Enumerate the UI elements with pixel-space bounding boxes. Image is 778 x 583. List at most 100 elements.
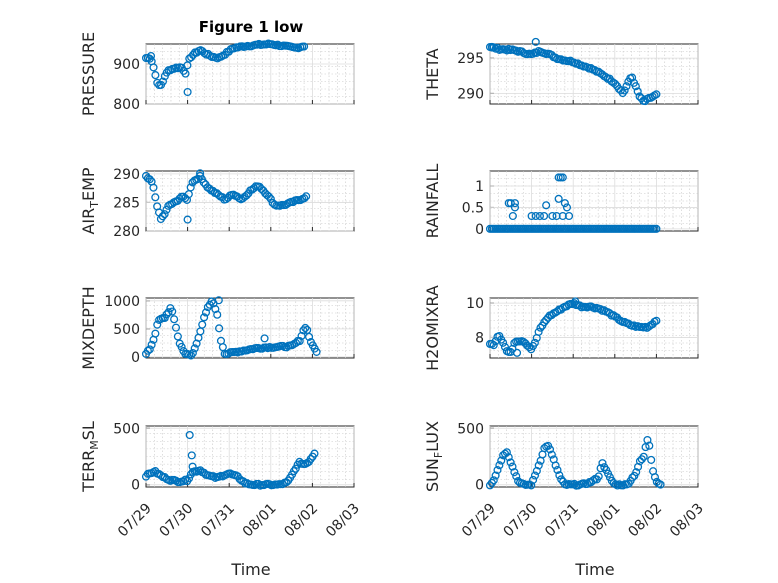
y-tick-label: 10 [466, 296, 484, 312]
data-point [187, 451, 196, 460]
data-point [291, 338, 300, 347]
data-point [499, 338, 508, 347]
data-point [558, 211, 567, 221]
data-point [295, 337, 304, 346]
data-point [149, 183, 158, 192]
y-axis-label-subscript: F [432, 452, 445, 458]
data-point [158, 77, 167, 86]
data-point [310, 449, 319, 458]
data-point [532, 466, 541, 475]
y-tick-label: 500 [113, 421, 140, 437]
data-point [508, 462, 517, 471]
y-axis-label: SUNFLUX [423, 421, 445, 492]
data-point [146, 51, 156, 61]
y-tick-label: 800 [113, 97, 140, 113]
data-point [171, 476, 181, 485]
y-tick-label: 500 [457, 421, 484, 437]
data-point [497, 456, 506, 465]
data-point [493, 466, 502, 475]
panel-h2omixra: 8 10 H2OMIXRA [423, 285, 699, 371]
plot-area [145, 43, 355, 105]
y-axis-label-subscript: T [88, 201, 101, 209]
data-point [190, 344, 199, 353]
data-point [299, 326, 308, 335]
x-tick-label: 08/03 [667, 501, 707, 541]
y-axis-label: AIRTEMP [79, 167, 101, 234]
x-tick-label: 08/02 [281, 501, 321, 541]
data-point [186, 183, 195, 192]
panel-rainfall: 0 0.5 1 RAINFALL [423, 164, 699, 238]
y-tick-label: 8 [475, 330, 484, 346]
data-point [530, 338, 539, 347]
y-tick-label: 0.5 [462, 200, 484, 216]
data-point [312, 347, 321, 356]
data-point [629, 321, 639, 330]
data-point [188, 462, 197, 471]
data-point [203, 303, 212, 312]
data-point [527, 211, 536, 221]
data-point [300, 42, 309, 51]
data-point [305, 332, 314, 341]
x-tick-label: 08/02 [625, 501, 665, 541]
data-point [188, 348, 197, 358]
data-point [557, 475, 566, 484]
data-point [596, 464, 605, 473]
data-point [622, 82, 631, 91]
data-point [300, 194, 309, 203]
data-point [650, 473, 659, 482]
data-point [534, 461, 543, 470]
data-point [556, 55, 566, 64]
data-point [489, 476, 498, 485]
data-point [571, 297, 580, 306]
y-axis-label-rest: EMP [79, 167, 98, 201]
data-point [553, 307, 562, 316]
data-point [263, 344, 272, 353]
data-point [652, 224, 661, 233]
data-point [589, 476, 598, 485]
data-point [583, 479, 592, 488]
data-point [504, 199, 513, 208]
data-point [162, 205, 171, 214]
data-point [147, 340, 156, 349]
data-point [502, 46, 511, 55]
y-axis-label: TERRMSL [79, 421, 101, 493]
data-point [495, 461, 504, 470]
data-point [185, 474, 194, 483]
data-point [547, 450, 556, 459]
data-point [198, 320, 207, 329]
data-point [260, 334, 269, 343]
y-axis-label: MIXDEPTH [79, 286, 98, 369]
data-point [249, 184, 259, 193]
data-point [532, 48, 541, 57]
x-tick-label: 07/29 [459, 501, 499, 541]
data-point [555, 471, 564, 480]
data-point [291, 464, 300, 473]
data-point [196, 169, 205, 178]
y-axis-label: H2OMIXRA [423, 285, 442, 371]
data-point [273, 40, 282, 49]
x-tick-label: 08/03 [323, 501, 363, 541]
x-tick-label: 08/01 [240, 501, 280, 541]
data-point [209, 472, 218, 481]
data-point [652, 90, 661, 99]
data-point [633, 87, 642, 96]
data-point [506, 458, 515, 467]
data-point [145, 345, 154, 354]
data-point [488, 43, 497, 52]
data-point [151, 193, 160, 202]
y-axis-label: PRESSURE [79, 32, 98, 116]
data-point [302, 192, 311, 201]
data-point [504, 453, 513, 462]
y-tick-label: 280 [113, 224, 140, 240]
data-point [297, 331, 306, 341]
data-point [548, 211, 557, 221]
data-point [149, 63, 158, 72]
data-point [508, 211, 517, 221]
y-tick-label: 500 [113, 322, 140, 338]
data-point [201, 308, 211, 317]
data-point [242, 191, 251, 200]
data-point [531, 37, 540, 46]
panel-theta: 290 295 THETA [423, 37, 699, 106]
data-point [156, 471, 166, 480]
